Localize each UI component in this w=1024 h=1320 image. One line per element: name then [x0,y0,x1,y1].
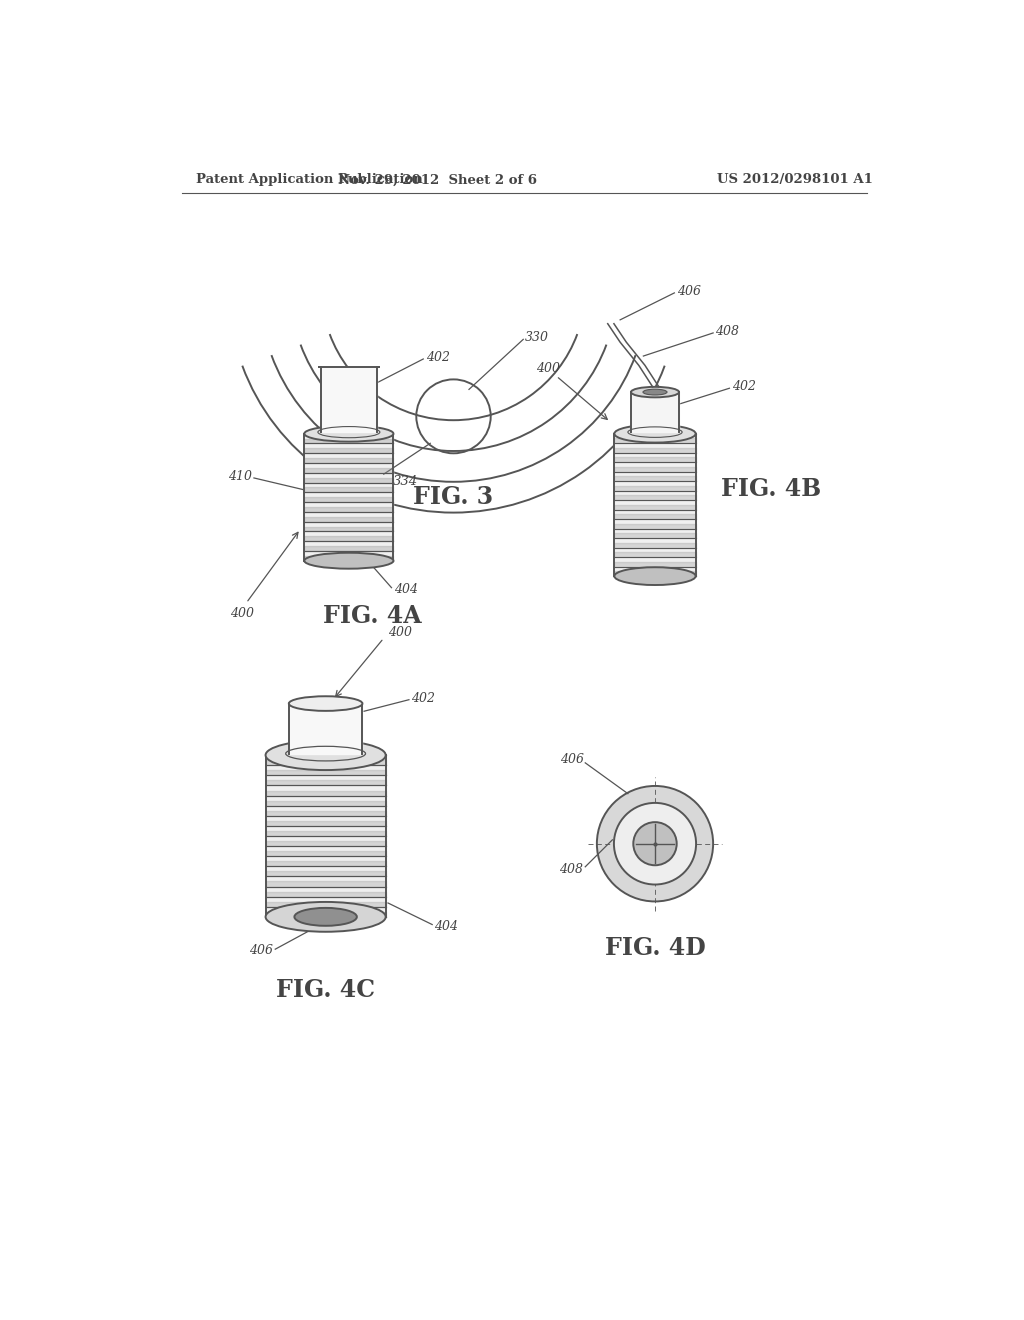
Text: FIG. 4A: FIG. 4A [323,605,422,628]
Text: FIG. 4B: FIG. 4B [721,478,821,502]
Text: Nov. 29, 2012  Sheet 2 of 6: Nov. 29, 2012 Sheet 2 of 6 [339,173,538,186]
Ellipse shape [304,553,393,569]
Ellipse shape [643,389,667,395]
Text: 402: 402 [732,380,756,393]
Text: 334: 334 [393,475,418,488]
Text: 404: 404 [434,920,459,933]
Text: 406: 406 [560,754,584,767]
Ellipse shape [304,426,393,442]
Text: 406: 406 [249,944,273,957]
Text: 408: 408 [559,862,583,875]
Circle shape [633,822,677,866]
Text: 402: 402 [426,351,450,364]
Circle shape [597,785,713,902]
Text: Patent Application Publication: Patent Application Publication [197,173,423,186]
Ellipse shape [614,425,695,442]
Ellipse shape [614,568,695,585]
Text: US 2012/0298101 A1: US 2012/0298101 A1 [717,173,872,186]
Ellipse shape [265,741,386,770]
Text: FIG. 4D: FIG. 4D [604,936,706,960]
Text: FIG. 3: FIG. 3 [414,486,494,510]
Text: 400: 400 [537,362,560,375]
Text: 402: 402 [412,692,435,705]
Text: 330: 330 [524,330,549,343]
Ellipse shape [294,908,356,925]
Text: 400: 400 [388,626,412,639]
Ellipse shape [289,696,362,711]
Ellipse shape [631,387,679,397]
Text: 406: 406 [677,285,700,298]
Circle shape [614,803,696,884]
Text: 400: 400 [230,607,254,620]
Text: 410: 410 [227,470,252,483]
Ellipse shape [265,902,386,932]
Text: 404: 404 [394,583,418,597]
Text: 408: 408 [716,325,739,338]
Text: FIG. 4C: FIG. 4C [276,978,375,1002]
